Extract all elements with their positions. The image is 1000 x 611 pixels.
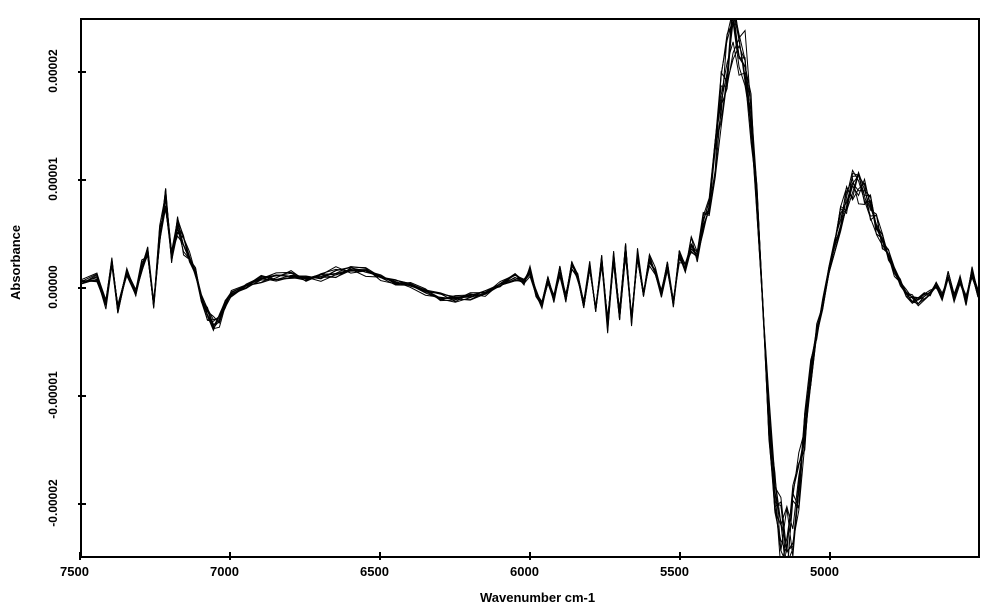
y-tick-label: -0.00001 <box>46 360 60 430</box>
y-axis-label: Absorbance <box>8 225 23 300</box>
x-tick-mark <box>829 552 831 560</box>
spectrum-trace <box>82 46 978 556</box>
spectrum-trace <box>82 42 978 529</box>
x-tick-label: 7500 <box>60 564 89 579</box>
y-tick-label: -0.00002 <box>46 468 60 538</box>
x-tick-mark <box>679 552 681 560</box>
x-tick-label: 7000 <box>210 564 239 579</box>
spectrum-trace <box>82 22 978 551</box>
y-tick-mark <box>78 503 86 505</box>
spectrum-trace <box>82 20 978 547</box>
spectrum-trace <box>82 20 978 556</box>
spectrum-trace <box>82 20 978 556</box>
y-tick-mark <box>78 287 86 289</box>
y-tick-mark <box>78 71 86 73</box>
plot-area <box>80 18 980 558</box>
spectrum-trace <box>82 22 978 552</box>
x-tick-label: 5500 <box>660 564 689 579</box>
spectrum-chart: Absorbance Wavenumber cm-1 -0.00002 -0.00… <box>0 0 1000 611</box>
x-tick-mark <box>379 552 381 560</box>
spectrum-trace <box>82 20 978 552</box>
x-tick-label: 6000 <box>510 564 539 579</box>
spectrum-trace <box>82 20 978 556</box>
x-tick-label: 6500 <box>360 564 389 579</box>
x-axis-label: Wavenumber cm-1 <box>480 590 595 605</box>
x-tick-mark <box>229 552 231 560</box>
x-tick-mark <box>79 552 81 560</box>
spectrum-traces <box>82 20 978 556</box>
y-tick-mark <box>78 395 86 397</box>
y-tick-mark <box>78 179 86 181</box>
x-tick-mark <box>529 552 531 560</box>
y-tick-label: 0.00002 <box>46 36 60 106</box>
y-tick-label: 0.00001 <box>46 144 60 214</box>
y-tick-label: 0.00000 <box>46 252 60 322</box>
x-tick-label: 5000 <box>810 564 839 579</box>
spectrum-trace <box>82 39 978 556</box>
